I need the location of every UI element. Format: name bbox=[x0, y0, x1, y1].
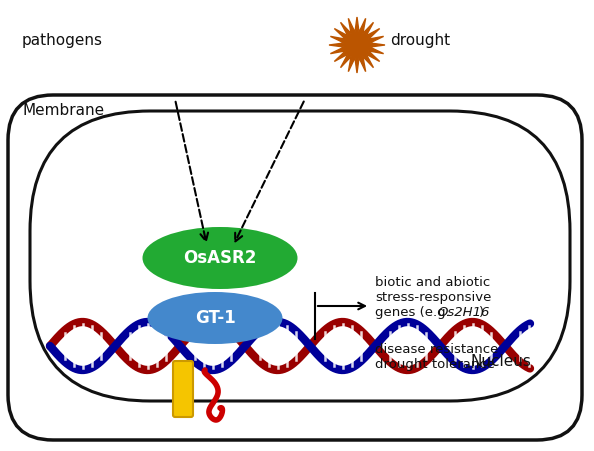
Text: drought tolerance: drought tolerance bbox=[375, 358, 495, 371]
Text: pathogens: pathogens bbox=[22, 33, 103, 48]
Ellipse shape bbox=[143, 227, 298, 289]
Text: disease resistance: disease resistance bbox=[375, 343, 498, 356]
Text: ): ) bbox=[479, 306, 484, 319]
Ellipse shape bbox=[147, 292, 283, 344]
Text: genes (e.g.: genes (e.g. bbox=[375, 306, 454, 319]
Text: stress-responsive: stress-responsive bbox=[375, 291, 491, 304]
Polygon shape bbox=[329, 17, 385, 73]
FancyBboxPatch shape bbox=[8, 95, 582, 440]
FancyBboxPatch shape bbox=[173, 361, 193, 417]
Text: Nucleus: Nucleus bbox=[470, 354, 531, 369]
Text: GT-1: GT-1 bbox=[195, 309, 235, 327]
Text: Os2H16: Os2H16 bbox=[437, 306, 489, 319]
Text: OsASR2: OsASR2 bbox=[184, 249, 257, 267]
Text: Membrane: Membrane bbox=[22, 103, 104, 118]
Text: biotic and abiotic: biotic and abiotic bbox=[375, 276, 490, 289]
Text: drought: drought bbox=[390, 33, 450, 48]
